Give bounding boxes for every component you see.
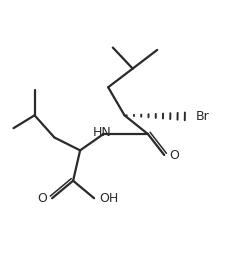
Text: O: O xyxy=(169,149,179,162)
Text: O: O xyxy=(38,192,47,205)
Text: HN: HN xyxy=(93,126,112,139)
Text: OH: OH xyxy=(99,192,118,205)
Text: Br: Br xyxy=(196,110,210,123)
